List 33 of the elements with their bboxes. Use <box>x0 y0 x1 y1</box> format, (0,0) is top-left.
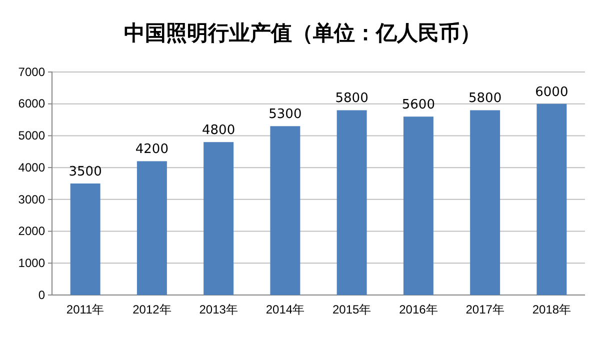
bar <box>70 184 100 295</box>
y-tick-label: 4000 <box>18 160 46 174</box>
data-label: 6000 <box>535 84 568 100</box>
data-label: 4800 <box>202 123 236 138</box>
x-tick-label: 2017年 <box>466 302 504 317</box>
y-tick-label: 7000 <box>18 64 46 79</box>
data-label: 3500 <box>68 164 102 180</box>
x-tick-label: 2011年 <box>66 302 104 317</box>
x-tick-label: 2013年 <box>199 302 238 317</box>
bar <box>336 110 367 295</box>
x-tick-label: 2016年 <box>399 302 438 317</box>
bar <box>536 104 567 295</box>
data-label: 4200 <box>135 142 168 158</box>
bar <box>136 161 167 295</box>
y-tick-label: 1000 <box>18 256 46 270</box>
y-tick-label: 6000 <box>18 96 46 111</box>
bar <box>270 126 300 295</box>
y-tick-label: 0 <box>38 288 46 302</box>
bar <box>403 116 434 295</box>
data-label: 5800 <box>335 91 368 106</box>
x-tick-label: 2018年 <box>532 302 572 317</box>
x-tick-label: 2015年 <box>332 302 372 317</box>
y-tick-label: 2000 <box>18 224 46 238</box>
data-label: 5300 <box>268 107 302 122</box>
x-tick-label: 2014年 <box>266 302 305 317</box>
bar <box>470 110 500 295</box>
y-tick-label: 5000 <box>18 128 46 143</box>
data-label: 5600 <box>402 98 435 113</box>
y-tick-label: 3000 <box>18 192 46 206</box>
chart-title: 中国照明行业产值（单位：亿人民币） <box>124 21 481 45</box>
x-tick-label: 2012年 <box>132 302 172 317</box>
bar <box>204 142 234 295</box>
data-label: 5800 <box>468 91 502 106</box>
